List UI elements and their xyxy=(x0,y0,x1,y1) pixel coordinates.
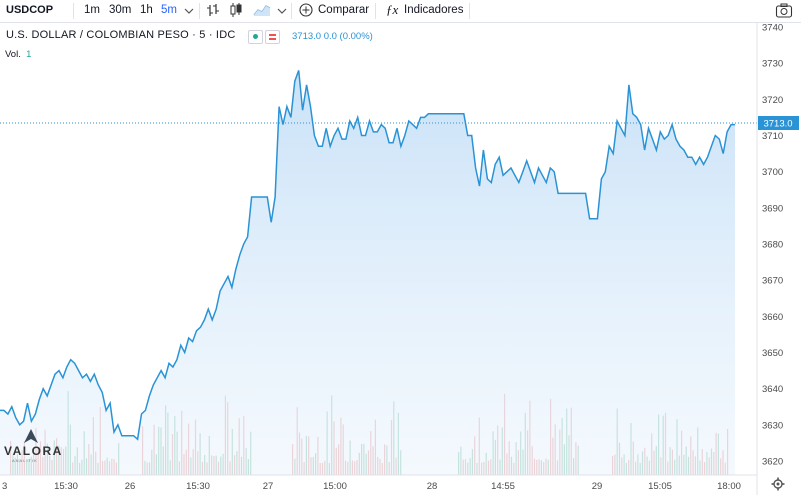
top-toolbar: USDCOP 1m 30m 1h 5m Comparar ƒx Indicado… xyxy=(0,0,801,23)
interval-1h[interactable]: 1h xyxy=(140,4,153,16)
volume-value: 1 xyxy=(26,49,32,60)
chevron-down-icon[interactable] xyxy=(184,1,194,23)
price-tick-label: 3720 xyxy=(762,95,783,106)
price-tick-label: 3680 xyxy=(762,240,783,251)
price-tick-label: 3730 xyxy=(762,59,783,70)
symbol-search[interactable]: USDCOP xyxy=(6,4,54,16)
price-tick-label: 3660 xyxy=(762,312,783,323)
price-tick-label: 3650 xyxy=(762,348,783,359)
price-axis: 3620 3630 3640 3650 3660 3670 3680 3690 3700 3710… xyxy=(762,23,783,468)
divider xyxy=(199,3,200,19)
time-tick-label: 26 xyxy=(125,481,136,492)
divider xyxy=(375,3,376,19)
bar-style-icon[interactable] xyxy=(206,0,220,22)
legend-price-value: 3713.0 0.0 (0.00%) xyxy=(292,31,373,42)
logo-mark-icon xyxy=(24,429,38,443)
time-tick-label: 3 xyxy=(2,481,7,492)
fx-icon[interactable]: ƒx xyxy=(386,2,399,17)
price-tick-label: 3710 xyxy=(762,131,783,142)
dot-icon xyxy=(253,34,258,39)
time-tick-label: 15:00 xyxy=(323,481,347,492)
divider xyxy=(291,3,292,19)
chevron-down-icon[interactable] xyxy=(277,1,287,23)
price-line xyxy=(0,70,735,441)
price-tick-label: 3700 xyxy=(762,167,783,178)
equals-icon xyxy=(269,34,276,36)
volume-label-text: Vol. xyxy=(5,49,21,60)
interval-1m[interactable]: 1m xyxy=(84,4,100,16)
candle-style-icon[interactable] xyxy=(229,0,243,22)
area-style-icon[interactable] xyxy=(253,0,271,22)
time-tick-label: 27 xyxy=(263,481,274,492)
volume-label: Vol. 1 xyxy=(5,49,31,60)
visibility-dot-button[interactable] xyxy=(248,30,263,44)
interval-30m[interactable]: 30m xyxy=(109,4,132,16)
divider xyxy=(73,3,74,19)
remove-series-button[interactable] xyxy=(265,30,280,44)
time-tick-label: 18:00 xyxy=(717,481,741,492)
price-tick-label: 3670 xyxy=(762,276,783,287)
price-tick-label: 3620 xyxy=(762,457,783,468)
camera-icon[interactable] xyxy=(775,1,793,23)
legend-title: U.S. DOLLAR / COLOMBIAN PESO · 5 · IDC xyxy=(6,29,236,41)
last-price-value: 3713.0 xyxy=(763,119,792,130)
price-tick-label: 3630 xyxy=(762,420,783,431)
equals-icon-line xyxy=(269,38,276,40)
settings-icon xyxy=(771,477,785,491)
time-tick-label: 15:05 xyxy=(648,481,672,492)
time-tick-label: 15:30 xyxy=(186,481,210,492)
last-price-tag: 3713.0 xyxy=(758,116,799,130)
plus-circle-icon[interactable] xyxy=(298,0,314,22)
divider xyxy=(469,3,470,19)
indicators-button[interactable]: Indicadores xyxy=(404,4,464,16)
interval-5m[interactable]: 5m xyxy=(161,4,177,16)
time-tick-label: 15:30 xyxy=(54,481,78,492)
time-tick-label: 28 xyxy=(427,481,438,492)
time-axis: 3 15:30 26 15:30 27 15:00 28 14:55 29 15:05 18:00 xyxy=(2,481,741,492)
last-price-tag-bg xyxy=(758,116,799,130)
price-tick-label: 3690 xyxy=(762,203,783,214)
time-tick-label: 29 xyxy=(592,481,603,492)
compare-button[interactable]: Comparar xyxy=(318,4,370,16)
time-tick-label: 14:55 xyxy=(491,481,515,492)
price-tick-label: 3640 xyxy=(762,384,783,395)
logo-subtext: ANALITIK xyxy=(12,458,38,463)
logo-text: VALORA xyxy=(4,444,63,458)
price-area-fill xyxy=(0,70,735,476)
price-tick-label: 3740 xyxy=(762,23,783,34)
